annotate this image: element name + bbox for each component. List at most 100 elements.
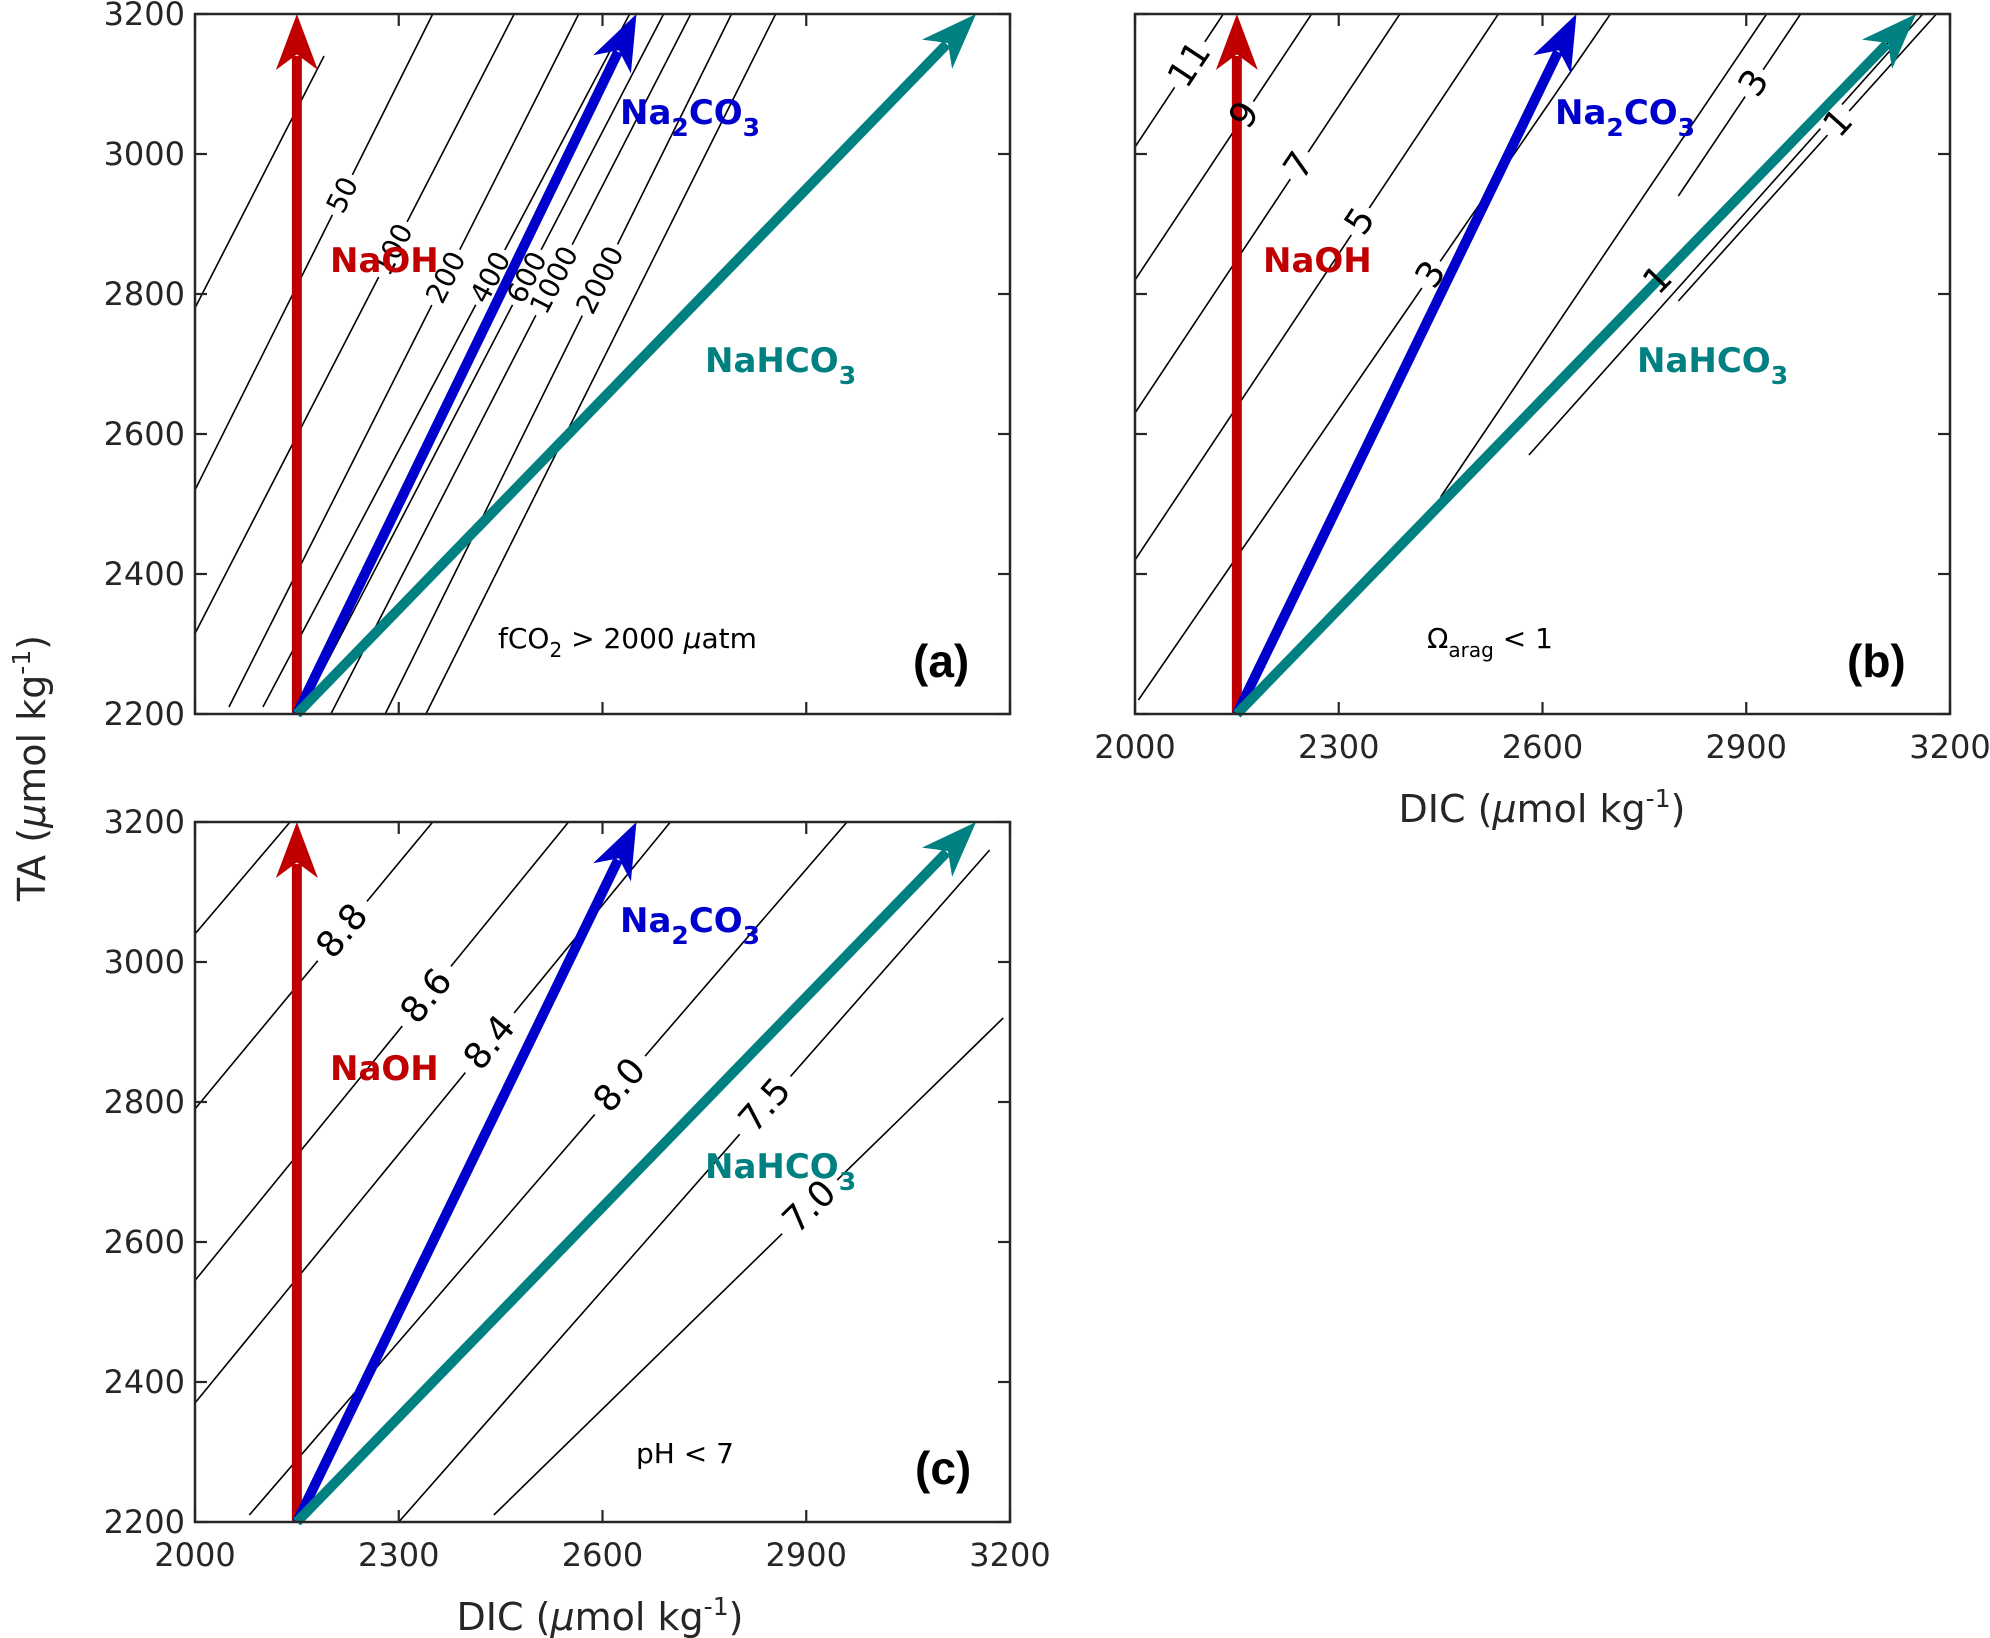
y-tick-label: 3000 <box>104 943 185 981</box>
contour-label-bg <box>724 1063 806 1148</box>
x-axis-title-c: DIC (μmol kg-1) <box>457 1592 744 1638</box>
x-axis-title-b: DIC (μmol kg-1) <box>1399 784 1686 831</box>
arrow-label-na2co3: Na2CO3 <box>620 93 760 142</box>
contour-line <box>195 822 291 935</box>
contour-line <box>1135 14 1401 414</box>
contour-label-bg <box>1334 197 1386 246</box>
contour-line <box>1528 14 1924 456</box>
ticks: 2200 2400 2600 2800 3000 3200 <box>104 0 1012 733</box>
contour-label-bg <box>386 953 467 1039</box>
arrow-label-nahco3: NaHCO3 <box>1637 341 1788 390</box>
contour-line <box>195 822 570 1282</box>
arrow-label-naoh: NaOH <box>330 241 439 281</box>
contour-label-bg <box>579 1043 661 1128</box>
arrow-head <box>593 14 637 74</box>
arrow-head <box>1533 14 1577 74</box>
arrows <box>1215 14 1917 718</box>
contour-label-bg <box>768 1165 852 1248</box>
arrow-shaft <box>292 857 623 1525</box>
x-tick-label: 2000 <box>154 1536 235 1574</box>
arrow-head <box>921 822 977 877</box>
y-tick-label: 2600 <box>104 415 185 453</box>
contour-line <box>302 14 665 708</box>
y-tick-label: 3200 <box>104 803 185 841</box>
contour-line <box>1135 14 1500 561</box>
contour-line <box>195 822 434 1110</box>
x-tick-label: 2600 <box>1502 728 1583 766</box>
arrow-label-nahco3: NaHCO3 <box>705 341 856 390</box>
arrow-shaft <box>1233 40 1891 718</box>
contour-line <box>262 14 631 708</box>
ticks: 2000 2300 2600 2900 3200 <box>1094 12 1990 766</box>
y-tick-label: 3000 <box>104 135 185 173</box>
arrow-head <box>275 822 318 878</box>
x-tick-label: 2600 <box>562 1536 643 1574</box>
contour-label-bg <box>302 888 383 974</box>
contour-line <box>493 1017 1004 1516</box>
panel-letter-c: (c) <box>915 1442 971 1494</box>
contour-line <box>330 14 692 714</box>
arrow-head <box>275 14 318 70</box>
contour-label-bg <box>462 242 519 312</box>
contour-line <box>195 14 434 491</box>
panel-c: 8.88.68.48.0 7.57.0 2000 2300 2600 2900 32002… <box>104 803 1051 1638</box>
arrow-head <box>593 822 637 882</box>
y-tick-label: 2800 <box>104 1083 185 1121</box>
contour-line <box>248 822 848 1516</box>
contour-label-bg <box>1273 141 1325 191</box>
contour-label-bg <box>1728 58 1780 108</box>
arrow-shaft <box>293 40 951 718</box>
arrows <box>275 14 977 718</box>
y-tick-label: 2200 <box>104 695 185 733</box>
contour-line <box>228 14 580 708</box>
contour-line <box>195 55 325 309</box>
x-tick-label: 3200 <box>969 1536 1050 1574</box>
arrow-label-na2co3: Na2CO3 <box>1555 93 1695 142</box>
x-tick-label: 2900 <box>1706 728 1787 766</box>
contour-line <box>195 14 515 634</box>
x-tick-label: 3200 <box>1909 728 1990 766</box>
x-tick-label: 2000 <box>1094 728 1175 766</box>
contour-label-bg <box>1219 90 1270 140</box>
contour-line <box>1677 14 1802 197</box>
panel-letter-b: (b) <box>1847 635 1906 687</box>
contour-line <box>1677 14 1938 302</box>
arrow-label-naoh: NaOH <box>1263 241 1372 281</box>
contour-label: 11 <box>1160 34 1219 95</box>
arrow-shaft <box>293 848 951 1526</box>
y-tick-label: 2800 <box>104 275 185 313</box>
arrow-head <box>1861 14 1917 69</box>
contour-line <box>1137 14 1612 701</box>
x-tick-label: 2900 <box>766 1536 847 1574</box>
arrow-label-nahco3: NaHCO3 <box>705 1147 856 1196</box>
arrow-shaft <box>1232 49 1563 717</box>
contour-label-bg <box>498 242 555 312</box>
contour-label-bg <box>318 167 367 222</box>
contour-label-bg <box>1158 30 1222 99</box>
axes-box <box>193 820 1012 1524</box>
y-axis-title: TA (μmol kg-1) <box>7 635 54 902</box>
arrow-label-na2co3: Na2CO3 <box>620 901 760 950</box>
arrows <box>275 822 977 1526</box>
arrow-head <box>1215 14 1258 70</box>
contour-line <box>398 849 991 1522</box>
contour-label-bg <box>450 1000 530 1086</box>
contour-line <box>1439 14 1768 498</box>
panel-note-a: fCO2 > 2000 μatm <box>498 622 757 662</box>
contour-line <box>384 14 733 714</box>
contour-label-bg <box>365 214 421 285</box>
arrow-shaft <box>292 49 623 717</box>
x-tick-label: 2300 <box>358 1536 439 1574</box>
x-tick-label: 2300 <box>1298 728 1379 766</box>
contour-line <box>425 14 777 714</box>
axes-box <box>193 12 1012 716</box>
y-tick-label: 2400 <box>104 1363 185 1401</box>
contour-line <box>1135 14 1313 281</box>
panel-letter-a: (a) <box>913 635 969 687</box>
y-tick-label: 2400 <box>104 555 185 593</box>
y-tick-label: 2600 <box>104 1223 185 1261</box>
y-tick-label: 2200 <box>104 1503 185 1541</box>
arrow-head <box>921 14 977 69</box>
